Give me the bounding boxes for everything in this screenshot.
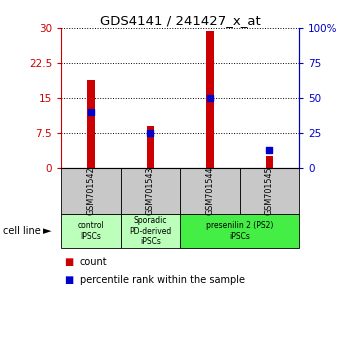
Point: [207, 95, 213, 101]
Bar: [266, 156, 273, 168]
Text: count: count: [80, 257, 107, 267]
Bar: [87, 80, 95, 168]
Text: GSM701544: GSM701544: [205, 167, 215, 215]
Text: GSM701545: GSM701545: [265, 167, 274, 216]
Text: ■: ■: [65, 275, 74, 285]
Text: GSM701542: GSM701542: [86, 167, 96, 216]
Text: control
IPSCs: control IPSCs: [78, 221, 104, 241]
Title: GDS4141 / 241427_x_at: GDS4141 / 241427_x_at: [100, 14, 260, 27]
Text: presenilin 2 (PS2)
iPSCs: presenilin 2 (PS2) iPSCs: [206, 221, 273, 241]
Point: [267, 147, 272, 153]
Text: ■: ■: [65, 257, 74, 267]
Text: percentile rank within the sample: percentile rank within the sample: [80, 275, 245, 285]
Point: [148, 130, 153, 136]
Text: Sporadic
PD-derived
iPSCs: Sporadic PD-derived iPSCs: [129, 216, 172, 246]
Bar: [61, 214, 121, 248]
Bar: [147, 126, 154, 168]
Text: ►: ►: [42, 226, 51, 236]
Bar: [61, 168, 121, 214]
Bar: [180, 168, 240, 214]
Bar: [121, 168, 180, 214]
Text: cell line: cell line: [3, 226, 41, 236]
Bar: [240, 168, 299, 214]
Bar: [206, 31, 214, 168]
Point: [88, 109, 94, 115]
Bar: [180, 214, 299, 248]
Text: GSM701543: GSM701543: [146, 167, 155, 215]
Bar: [121, 214, 180, 248]
